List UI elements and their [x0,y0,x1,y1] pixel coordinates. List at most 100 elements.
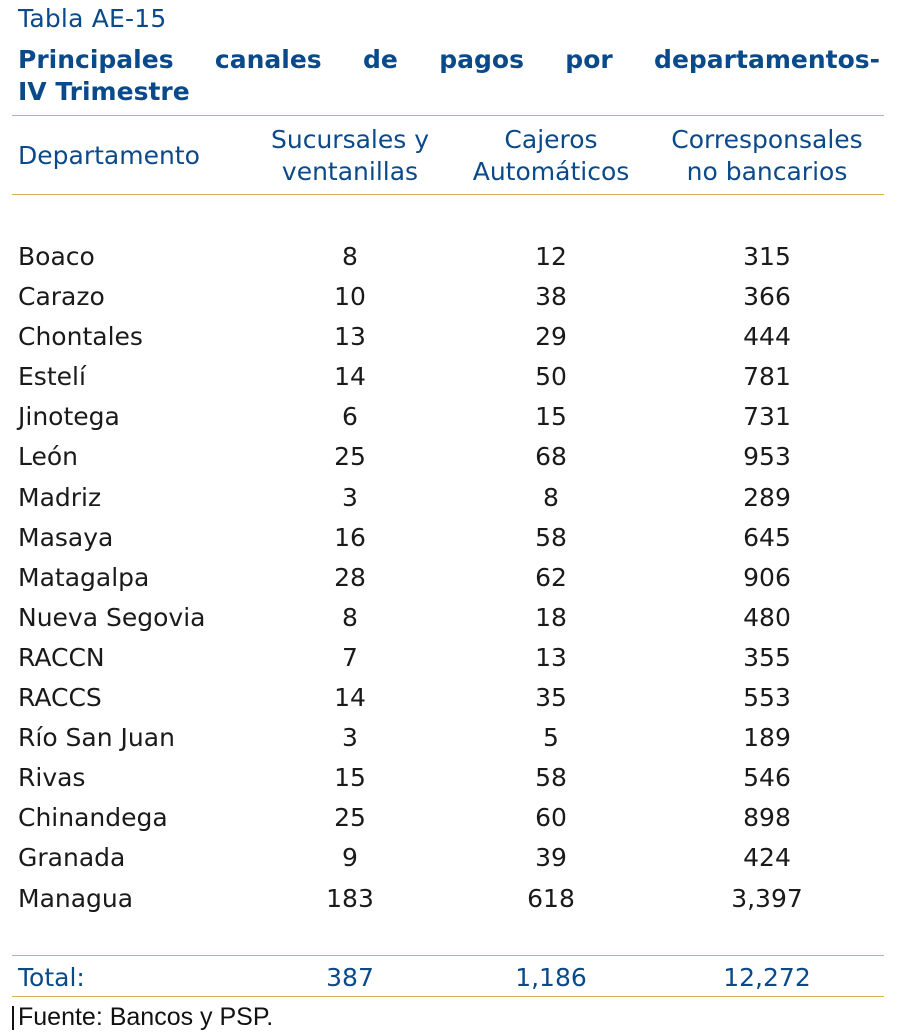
total-bottom-rule [12,996,884,997]
source-text: Fuente: Bancos y PSP. [18,1003,274,1031]
cell-departamento: Managua [18,883,134,913]
table-label: Tabla AE-15 [18,4,167,33]
table-title-line1: Principales canales de pagos por departa… [18,45,880,74]
cell-sucursales: 10 [334,282,366,312]
table-row: Managua 183 618 3,397 [0,879,906,919]
cell-corresponsales: 781 [743,362,791,392]
table-row: Masaya 16 58 645 [0,518,906,558]
cell-corresponsales: 289 [743,482,791,512]
cell-cajeros: 58 [535,522,567,552]
cell-cajeros: 618 [527,883,575,913]
header-departamento: Departamento [18,141,200,170]
table-row: Boaco 8 12 315 [0,237,906,277]
table-row: León 25 68 953 [0,437,906,477]
cell-sucursales: 16 [334,522,366,552]
cell-cajeros: 60 [535,803,567,833]
cell-sucursales: 13 [334,322,366,352]
header-sucursales-line2: ventanillas [281,157,419,186]
source-note: Fuente: Bancos y PSP. [12,1000,273,1034]
cell-sucursales: 15 [334,763,366,793]
cell-sucursales: 9 [342,843,358,873]
table-row: RACCN 7 13 355 [0,638,906,678]
cell-departamento: RACCN [18,642,105,672]
cell-corresponsales: 731 [743,402,791,432]
cell-cajeros: 8 [543,482,559,512]
cell-departamento: Carazo [18,282,105,312]
table-row: Rivas 15 58 546 [0,758,906,798]
table-row: Granada 9 39 424 [0,838,906,878]
cell-cajeros: 18 [535,602,567,632]
cell-sucursales: 14 [334,362,366,392]
cell-cajeros: 39 [535,843,567,873]
table-row: Río San Juan 3 5 189 [0,718,906,758]
cell-departamento: Granada [18,843,126,873]
total-label: Total: [18,963,85,992]
header-corresponsales-line2: no bancarios [686,157,848,186]
cell-sucursales: 25 [334,442,366,472]
cell-cajeros: 15 [535,402,567,432]
cell-sucursales: 8 [342,602,358,632]
table-title: Principales canales de pagos por departa… [18,44,880,108]
cell-cajeros: 50 [535,362,567,392]
cell-departamento: Jinotega [18,402,120,432]
cell-sucursales: 3 [342,723,358,753]
table-title-line2: IV Trimestre [18,77,190,106]
text-cursor-mark [12,1006,14,1030]
table-row: Jinotega 6 15 731 [0,397,906,437]
cell-cajeros: 29 [535,322,567,352]
header-sucursales-line1: Sucursales y [270,125,430,154]
cell-sucursales: 183 [326,883,374,913]
cell-cajeros: 58 [535,763,567,793]
cell-corresponsales: 546 [743,763,791,793]
cell-corresponsales: 645 [743,522,791,552]
cell-sucursales: 8 [342,242,358,271]
cell-sucursales: 7 [342,642,358,672]
total-top-rule [12,955,884,956]
cell-sucursales: 14 [334,683,366,713]
cell-departamento: Rivas [18,763,86,793]
cell-corresponsales: 315 [743,242,791,271]
header-bottom-rule [12,194,884,195]
cell-cajeros: 13 [535,642,567,672]
cell-corresponsales: 898 [743,803,791,833]
cell-sucursales: 28 [334,562,366,592]
cell-departamento: Boaco [18,242,95,271]
total-corresponsales: 12,272 [723,963,811,992]
cell-departamento: Madriz [18,482,102,512]
cell-cajeros: 12 [535,242,567,271]
table-row: RACCS 14 35 553 [0,678,906,718]
header-cajeros-line1: Cajeros [504,125,598,154]
cell-corresponsales: 366 [743,282,791,312]
header-cajeros-line2: Automáticos [472,157,630,186]
table-row: Nueva Segovia 8 18 480 [0,598,906,638]
header-corresponsales-line1: Corresponsales [671,125,863,154]
cell-cajeros: 62 [535,562,567,592]
cell-departamento: Estelí [18,362,86,392]
table-row: Carazo 10 38 366 [0,277,906,317]
header-sucursales: Sucursales y ventanillas [250,124,450,188]
cell-departamento: Chontales [18,322,143,352]
cell-departamento: RACCS [18,683,102,713]
cell-corresponsales: 424 [743,843,791,873]
cell-cajeros: 38 [535,282,567,312]
cell-departamento: León [18,442,79,472]
cell-cajeros: 68 [535,442,567,472]
cell-corresponsales: 444 [743,322,791,352]
cell-sucursales: 6 [342,402,358,432]
table-row: Estelí 14 50 781 [0,357,906,397]
cell-departamento: Río San Juan [18,723,175,753]
cell-cajeros: 35 [535,683,567,713]
header-corresponsales: Corresponsales no bancarios [652,124,882,188]
total-row: Total: 387 1,186 12,272 [0,958,906,998]
cell-corresponsales: 355 [743,642,791,672]
table-row: Chinandega 25 60 898 [0,798,906,838]
table-row: Matagalpa 28 62 906 [0,558,906,598]
cell-corresponsales: 480 [743,602,791,632]
table-row: Chontales 13 29 444 [0,317,906,357]
cell-departamento: Nueva Segovia [18,602,206,632]
cell-corresponsales: 553 [743,683,791,713]
cell-corresponsales: 906 [743,562,791,592]
header-top-rule [12,115,884,116]
total-cajeros: 1,186 [515,963,587,992]
total-sucursales: 387 [326,963,374,992]
